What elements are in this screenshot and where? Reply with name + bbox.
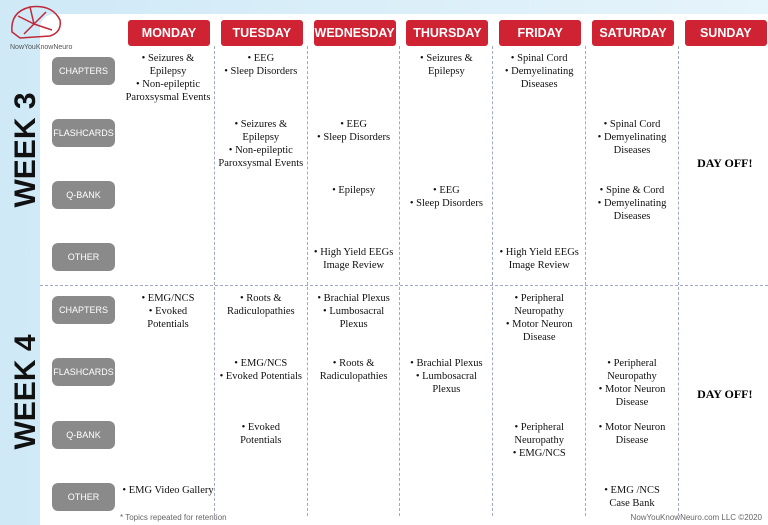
topic-line: • Motor Neuron	[598, 422, 666, 433]
topic-line: • Sleep Disorders	[224, 66, 298, 77]
topic-line: Neuropathy	[514, 435, 564, 446]
topic-line: Case Bank	[609, 498, 655, 509]
topic-line: • Sleep Disorders	[317, 132, 391, 143]
day-header: FRIDAY	[499, 20, 582, 46]
topic-line: • Motor Neuron	[598, 384, 666, 395]
topic-line: • Lumbosacral	[323, 306, 385, 317]
topic-line: Disease	[615, 435, 649, 446]
topic-line: • EMG /NCS	[604, 485, 660, 496]
row-label: OTHER	[52, 483, 115, 511]
week-label: WEEK 4	[9, 334, 42, 450]
topic-line: • Evoked	[241, 422, 280, 433]
topic-line: • Brachial Plexus	[410, 358, 483, 369]
topic-line: Neuropathy	[514, 306, 564, 317]
topic-line: • EMG/NCS	[234, 358, 288, 369]
day-header: WEDNESDAY	[313, 20, 396, 46]
topic-line: • Roots &	[332, 358, 375, 369]
topic-line: Paroxsysmal Events	[218, 158, 304, 169]
row-label: FLASHCARDS	[52, 119, 115, 147]
sheet	[40, 14, 768, 525]
day-header: THURSDAY	[406, 20, 489, 46]
topic-line: • EEG	[340, 119, 367, 130]
topic-line: • EMG/NCS	[512, 448, 566, 459]
topic-line: • Seizures &	[420, 53, 473, 64]
topic-line: Plexus	[432, 384, 461, 395]
topic-line: • Epilepsy	[332, 185, 376, 196]
row-label: CHAPTERS	[52, 57, 115, 85]
column-divider	[399, 46, 401, 516]
day-header: MONDAY	[128, 20, 210, 46]
topic-line: • Peripheral	[514, 293, 564, 304]
topic-line: • Spine & Cord	[599, 185, 665, 196]
row-label: CHAPTERS	[52, 296, 115, 324]
row-label: Q-BANK	[52, 181, 115, 209]
topic-line: Radiculopathies	[226, 306, 295, 317]
topic-line: • Spinal Cord	[510, 53, 568, 64]
topic-line: • Spinal Cord	[603, 119, 661, 130]
footnote: * Topics repeated for retention	[120, 513, 227, 522]
topic-line: • Demyelinating	[597, 198, 667, 209]
topic-line: • Peripheral	[514, 422, 564, 433]
day-header: SUNDAY	[684, 20, 767, 46]
topic-line: Diseases	[613, 145, 651, 156]
topic-line: Paroxsysmal Events	[125, 92, 211, 103]
topic-line: Image Review	[508, 260, 570, 271]
topic-line: Diseases	[520, 79, 558, 90]
topic-line: • EEG	[433, 185, 460, 196]
topic-line: • Peripheral	[607, 358, 657, 369]
week-divider	[40, 285, 768, 286]
topic-line: • Non-epileptic	[135, 79, 201, 90]
topic-line: • Seizures &	[141, 53, 195, 64]
column-divider	[213, 46, 215, 516]
topic-line: • Sleep Disorders	[409, 198, 483, 209]
day-header: SATURDAY	[592, 20, 674, 46]
topic-line: • EEG	[247, 53, 275, 64]
topic-line: • Brachial Plexus	[317, 293, 390, 304]
day-header: TUESDAY	[220, 20, 303, 46]
column-divider	[585, 46, 586, 516]
column-divider	[677, 46, 679, 516]
topic-line: Potentials	[147, 319, 189, 330]
row-label: OTHER	[52, 243, 115, 271]
topic-line: • Seizures &	[234, 119, 288, 130]
topic-line: • Demyelinating	[597, 132, 667, 143]
day-off: DAY OFF!	[697, 387, 753, 401]
logo-brain	[11, 5, 62, 39]
topic-line: • EMG/NCS	[141, 293, 195, 304]
topic-line: • Evoked	[148, 306, 188, 317]
column-divider	[492, 46, 494, 516]
topic-line: • Evoked Potentials	[219, 371, 302, 382]
topic-line: Epilepsy	[242, 132, 280, 143]
topic-line: • High Yield EEGs	[499, 247, 579, 258]
topic-line: • High Yield EEGs	[313, 247, 394, 258]
topic-line: Image Review	[323, 260, 385, 271]
topic-line: Epilepsy	[149, 66, 187, 77]
topic-line: Neuropathy	[607, 371, 657, 382]
topic-line: Radiculopathies	[319, 371, 388, 382]
topic-line: • EMG Video Gallery	[122, 485, 214, 496]
topic-line: Disease	[615, 397, 649, 408]
topic-line: Potentials	[240, 435, 282, 446]
day-off: DAY OFF!	[697, 156, 753, 170]
topic-line: • Motor Neuron	[505, 319, 573, 330]
logo-text: NowYouKnowNeuro	[10, 44, 73, 51]
topic-line: • Non-epileptic	[228, 145, 293, 156]
week-label: WEEK 3	[9, 92, 42, 208]
topic-line: Epilepsy	[428, 66, 465, 77]
topic-line: • Roots &	[239, 293, 282, 304]
topic-line: • Demyelinating	[504, 66, 574, 77]
topic-line: • Lumbosacral	[415, 371, 477, 382]
topic-line: Disease	[522, 332, 556, 343]
topic-line: Diseases	[613, 211, 651, 222]
row-label: Q-BANK	[52, 421, 115, 449]
topic-line: Plexus	[339, 319, 368, 330]
column-divider	[306, 46, 308, 516]
copyright: NowYouKnowNeuro.com LLC ©2020	[630, 513, 762, 522]
row-label: FLASHCARDS	[52, 358, 115, 386]
